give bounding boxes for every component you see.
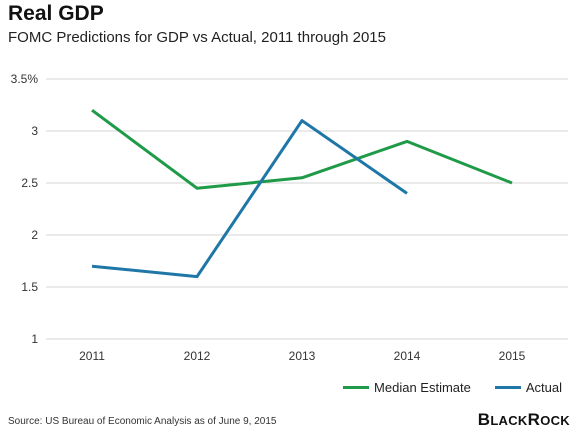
blackrock-logo: BLACKROCK: [478, 410, 570, 430]
y-tick-label: 2.5: [21, 176, 38, 190]
chart-title: Real GDP: [8, 2, 104, 25]
legend-label-actual: Actual: [525, 380, 562, 395]
logo-lack: LACK: [490, 413, 528, 428]
x-tick-label: 2015: [499, 349, 526, 363]
x-tick-label: 2012: [184, 349, 211, 363]
legend-label-median-estimate: Median Estimate: [374, 380, 471, 395]
x-tick-label: 2013: [289, 349, 316, 363]
source-note: Source: US Bureau of Economic Analysis a…: [8, 416, 277, 427]
y-tick-label: 1.5: [21, 280, 38, 294]
logo-letter-r: R: [527, 410, 541, 429]
y-tick-label: 2: [31, 228, 38, 242]
series-line-actual: [91, 119, 408, 279]
legend-item-actual: Actual: [494, 380, 562, 395]
y-tick-label: 3: [31, 124, 38, 138]
legend-swatch-actual: [494, 386, 521, 389]
logo-letter-b: B: [477, 410, 491, 429]
series-line-median-estimate: [91, 108, 513, 190]
legend-swatch-median-estimate: [343, 386, 370, 389]
y-tick-label: 3.5%: [11, 72, 39, 86]
x-tick-label: 2011: [79, 349, 105, 363]
logo-ock: OCK: [540, 413, 570, 428]
chart-subtitle: FOMC Predictions for GDP vs Actual, 2011…: [8, 29, 386, 46]
y-tick-label: 1: [31, 332, 38, 346]
legend-item-median-estimate: Median Estimate: [343, 380, 471, 395]
x-tick-label: 2014: [394, 349, 421, 363]
chart-legend: Median Estimate Actual: [319, 380, 562, 395]
